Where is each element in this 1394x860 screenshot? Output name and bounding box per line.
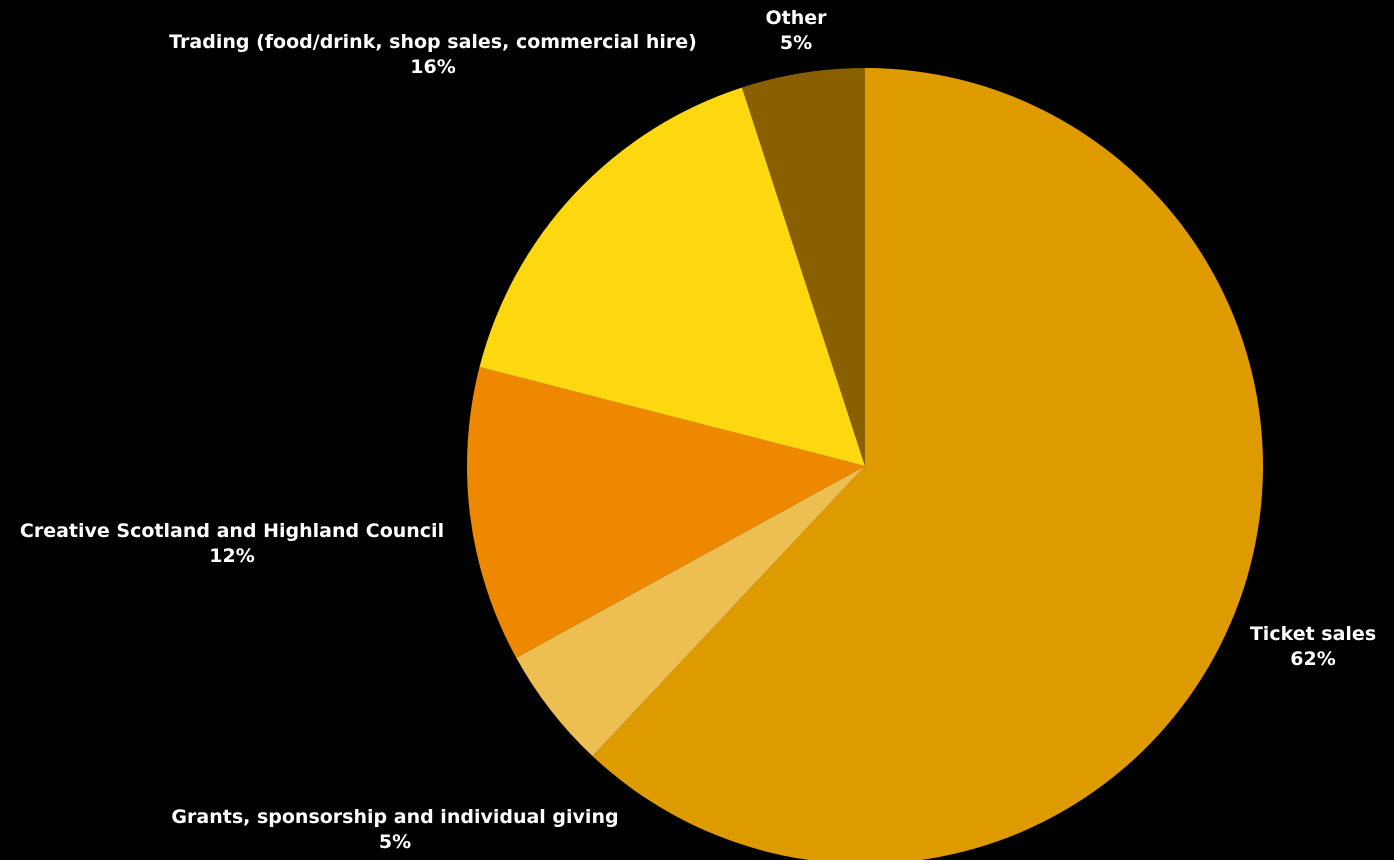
slice-label-value: 62% [1290,648,1335,670]
slice-label-value: 5% [780,32,812,54]
slice-label-name: Grants, sponsorship and individual givin… [171,806,618,828]
pie-slice-creative-scotland-and-highland-council [466,367,865,658]
slice-label-name: Ticket sales [1250,623,1376,645]
pie-slice-grants-sponsorship-and-individual-giving [516,466,865,757]
pie-slice-ticket-sales [592,68,1263,860]
labels-group: Ticket sales 62% Grants, sponsorship and i… [20,7,1376,853]
slice-label-name: Trading (food/drink, shop sales, commerc… [169,31,697,53]
slices-group [466,68,1263,860]
slice-label-value: 5% [379,831,411,853]
pie-slice-trading-food-drink-shop-sales-commercial-hire [479,87,865,466]
slice-label-value: 12% [209,545,254,567]
slice-label-value: 16% [410,56,455,78]
slice-label-name: Creative Scotland and Highland Council [20,520,444,542]
pie-slice-other [742,68,865,466]
slice-label-name: Other [765,7,827,29]
